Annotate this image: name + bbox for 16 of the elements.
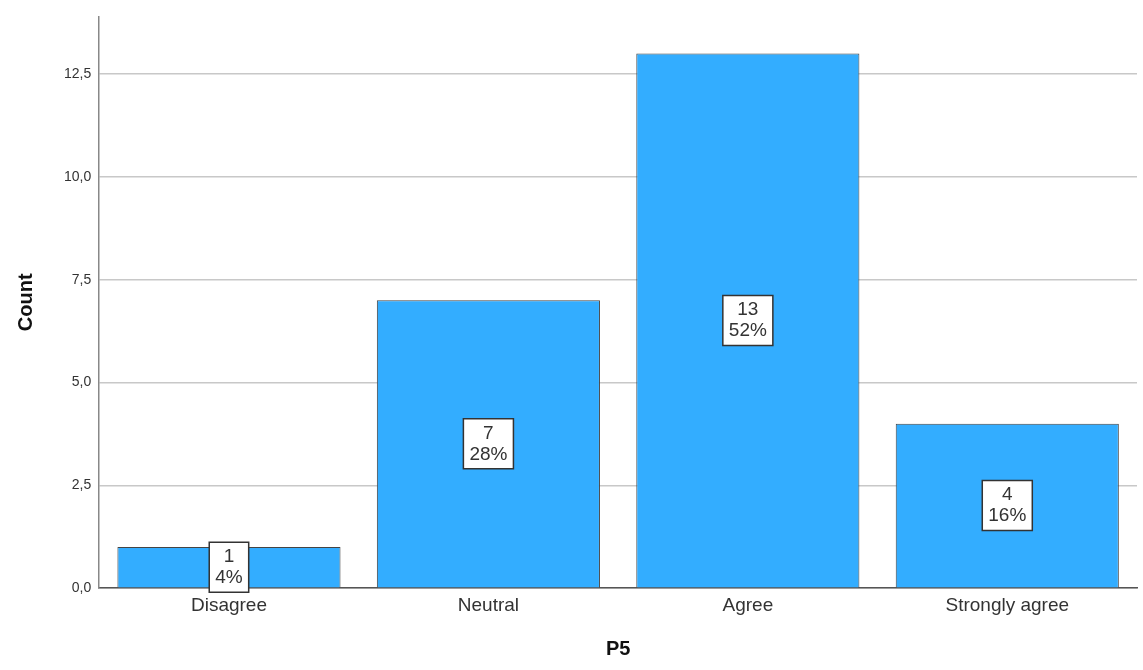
y-tick-label: 7,5 bbox=[71, 270, 92, 287]
y-axis-title: Count bbox=[13, 273, 36, 332]
y-tick-label: 5,0 bbox=[71, 373, 92, 390]
data-label: 4 16% bbox=[988, 483, 1027, 526]
y-tick-label: 12,5 bbox=[64, 64, 92, 81]
data-label: 1 4% bbox=[215, 544, 243, 587]
data-label: 13 52% bbox=[728, 298, 767, 341]
x-tick-label: Neutral bbox=[457, 593, 520, 615]
x-tick-label: Strongly agree bbox=[945, 593, 1070, 615]
x-tick-label: Disagree bbox=[190, 593, 267, 615]
y-tick-label: 2,5 bbox=[71, 476, 92, 493]
y-tick-label: 10,0 bbox=[64, 167, 92, 184]
y-tick-label: 0,0 bbox=[71, 579, 92, 596]
data-label: 7 28% bbox=[469, 421, 508, 464]
x-tick-label: Agree bbox=[722, 593, 774, 615]
x-axis-title: P5 bbox=[605, 636, 631, 659]
